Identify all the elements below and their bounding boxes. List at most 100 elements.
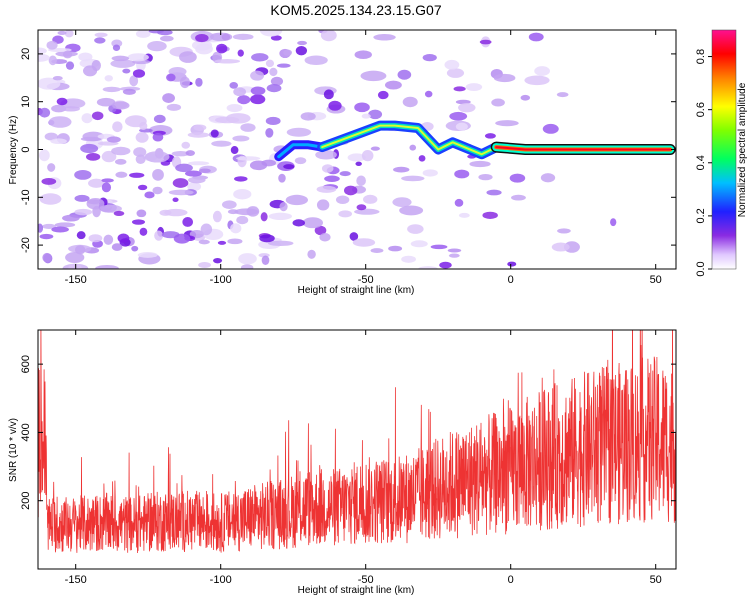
spectral-blob <box>80 143 99 154</box>
spectral-blob <box>147 41 167 52</box>
spectral-blob <box>250 94 266 105</box>
spectral-blob <box>250 86 266 96</box>
spectral-blob <box>47 163 56 172</box>
x-tick-label: -100 <box>210 274 232 286</box>
spectral-blob <box>189 229 204 239</box>
spectral-blob <box>551 242 570 252</box>
spectral-blob <box>193 124 207 131</box>
figure-title: KOM5.2025.134.23.15.G07 <box>270 2 441 18</box>
spectral-blob <box>250 70 265 81</box>
spectral-blob <box>213 257 223 264</box>
spectral-blob <box>354 50 372 60</box>
spectral-blob <box>347 153 366 162</box>
spectral-blob <box>88 178 105 188</box>
snr-frame <box>37 329 677 570</box>
spectral-blob <box>354 102 370 113</box>
y-tick-label: -20 <box>20 237 32 253</box>
spectral-blob <box>48 55 57 66</box>
spectral-blob <box>482 211 498 219</box>
spectral-blob <box>101 178 114 183</box>
spectral-blob <box>227 209 239 215</box>
spectral-blob <box>453 86 466 92</box>
ridge-core-tail <box>495 146 672 151</box>
spectral-blob <box>388 245 403 252</box>
spectral-blob <box>226 104 243 113</box>
spectral-blob <box>447 248 462 253</box>
spectral-blob <box>339 171 351 177</box>
spectral-blob <box>86 197 105 210</box>
spectral-blob <box>122 88 136 95</box>
spectral-blob <box>407 224 424 234</box>
spectral-blob <box>99 204 122 213</box>
spectral-blob <box>292 219 306 227</box>
spectral-blob <box>81 113 93 124</box>
spectral-blob <box>283 49 292 56</box>
colorbar-tick-label: 0.6 <box>695 102 707 117</box>
spectral-blob <box>454 169 470 179</box>
spectral-blob <box>179 51 197 63</box>
x-tick-label: -50 <box>358 274 374 286</box>
spectral-blob <box>233 87 247 97</box>
spectral-blob <box>360 70 387 82</box>
spectral-blob <box>363 194 378 204</box>
spectral-blob <box>384 80 402 90</box>
spectral-blob <box>113 210 125 217</box>
spectral-blob <box>42 223 57 229</box>
spectral-blob <box>137 184 148 191</box>
spectral-blob <box>38 53 50 62</box>
spectral-blob <box>102 86 121 93</box>
spectral-blob <box>402 96 418 108</box>
spectrogram-x-ticks: -150 -100 -50 0 50 <box>65 30 662 286</box>
spectral-blob <box>111 146 131 156</box>
spectral-blob <box>173 233 191 244</box>
spectral-blob <box>314 225 327 236</box>
spectral-blob <box>295 45 308 56</box>
colorbar-ticks: 0.0 0.2 0.4 0.6 0.8 <box>695 49 712 277</box>
spectral-blob <box>94 32 108 38</box>
spectral-blob <box>297 40 308 46</box>
spectral-blob <box>85 153 101 161</box>
spectral-blob <box>300 112 316 121</box>
spectral-blob <box>195 43 213 55</box>
spectral-blob <box>267 240 294 246</box>
spectral-blob <box>344 185 358 196</box>
spectral-blob <box>52 76 63 81</box>
spectral-blob <box>216 43 228 54</box>
spectral-blob <box>321 164 334 173</box>
spectral-blob <box>283 164 295 170</box>
spectral-blob <box>51 104 67 113</box>
spectral-blob <box>166 103 182 111</box>
spectral-blob <box>166 73 176 82</box>
spectral-blob <box>131 245 139 252</box>
spectral-blob <box>356 175 366 186</box>
spectral-blob <box>181 141 191 149</box>
spectral-blob <box>352 238 376 247</box>
spectral-blob <box>187 132 210 138</box>
spectral-blob <box>486 189 502 196</box>
y-tick-label: 400 <box>20 423 32 441</box>
spectral-blob <box>458 102 476 113</box>
spectral-blob <box>195 77 203 87</box>
spectral-blob <box>455 122 468 131</box>
spectral-blob <box>129 75 139 87</box>
spectral-blob <box>61 106 80 112</box>
spectral-blob <box>454 198 464 207</box>
spectral-blob <box>129 172 145 178</box>
spectral-blob <box>422 169 438 177</box>
spectral-blob <box>448 253 460 258</box>
spectral-blob <box>82 131 105 142</box>
spectral-blob <box>439 261 452 269</box>
spectral-blob <box>491 98 505 107</box>
spectral-blob <box>184 170 202 177</box>
spectral-blob <box>54 222 76 228</box>
spectral-blob <box>217 240 227 245</box>
spectral-blob <box>132 69 146 78</box>
x-tick-label: 50 <box>650 274 662 286</box>
spectral-blob <box>111 243 123 251</box>
spectral-blob <box>171 150 190 157</box>
spectral-blob <box>152 132 164 142</box>
spectral-blob <box>495 120 519 127</box>
y-tick-label: 200 <box>20 492 32 510</box>
spectral-blob <box>484 133 496 139</box>
